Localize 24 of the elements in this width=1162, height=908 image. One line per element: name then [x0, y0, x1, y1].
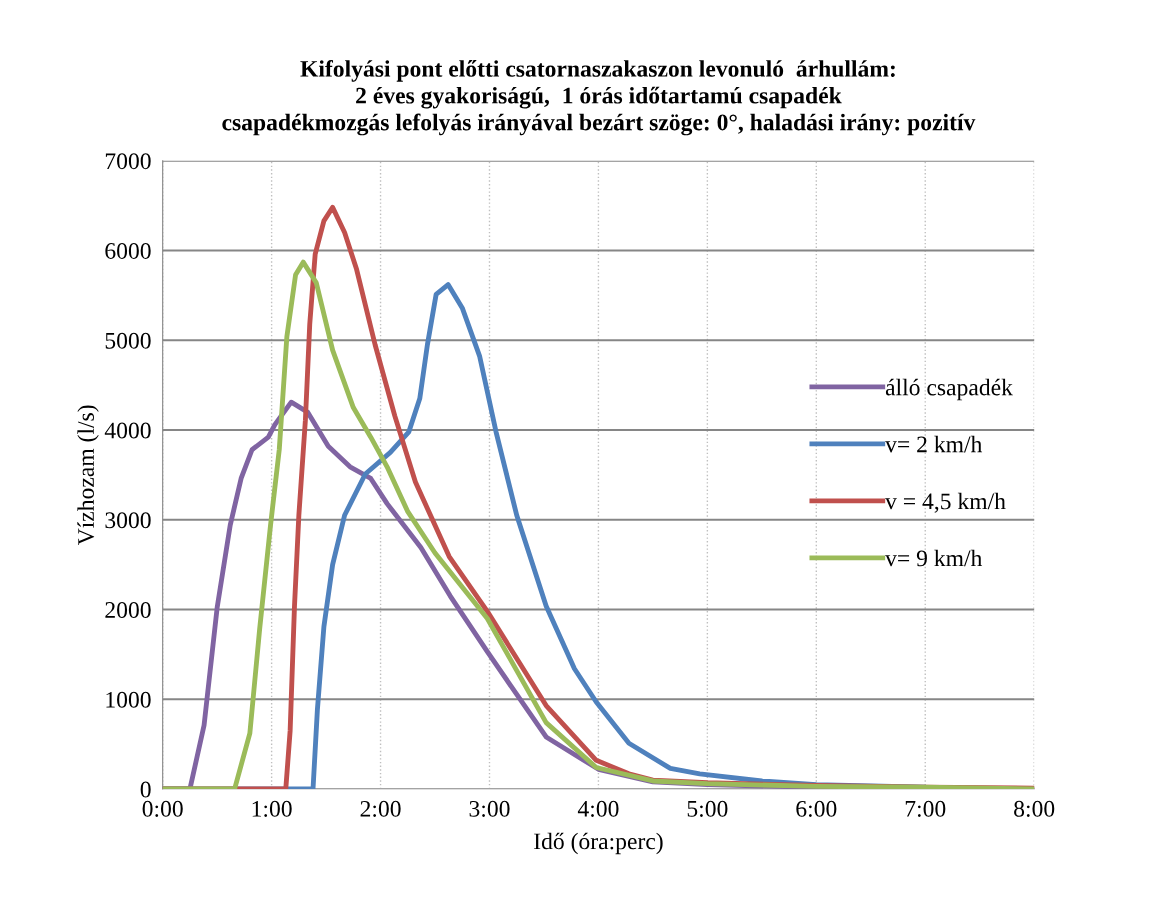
y-tick-label: 1000 — [106, 691, 151, 708]
y-tick-label: 3000 — [105, 512, 151, 529]
x-tick-label: 8:00 — [1014, 800, 1055, 817]
y-tick-label: 5000 — [105, 332, 151, 349]
legend-label: álló csapadék — [885, 378, 1013, 401]
legend-label: v = 4,5 km/h — [885, 492, 1006, 513]
y-axis-title: Vízhozam (l/s) — [77, 405, 99, 546]
x-tick-label: 5:00 — [687, 800, 728, 817]
x-tick-label: 0:00 — [142, 800, 183, 817]
x-axis-title: Idő (óra:perc) — [534, 832, 663, 855]
y-tick-label: 6000 — [105, 242, 151, 259]
y-tick-label: 0 — [140, 781, 151, 798]
y-tick-label: 4000 — [104, 422, 151, 439]
y-tick-label: 2000 — [105, 602, 151, 618]
x-tick-label: 3:00 — [469, 800, 510, 817]
x-tick-label: 2:00 — [360, 800, 401, 817]
x-tick-label: 7:00 — [905, 800, 946, 817]
x-tick-label: 4:00 — [577, 800, 619, 817]
legend-label: v= 2 km/h — [885, 435, 983, 453]
x-tick-label: 6:00 — [796, 800, 837, 817]
legend-label: v= 9 km/h — [885, 549, 983, 567]
y-tick-label: 7000 — [105, 153, 151, 170]
x-tick-label: 1:00 — [252, 800, 292, 817]
chart-title: Kifolyási pont előtti csatornaszakaszon levonuló árhullám: 2 éves gyakoriságú, 1 órás időtartamú csapadék csapadékmozgás lefolyás irányával bezárt szöge: 0°, haladási irány: pozitív — [222, 59, 976, 136]
